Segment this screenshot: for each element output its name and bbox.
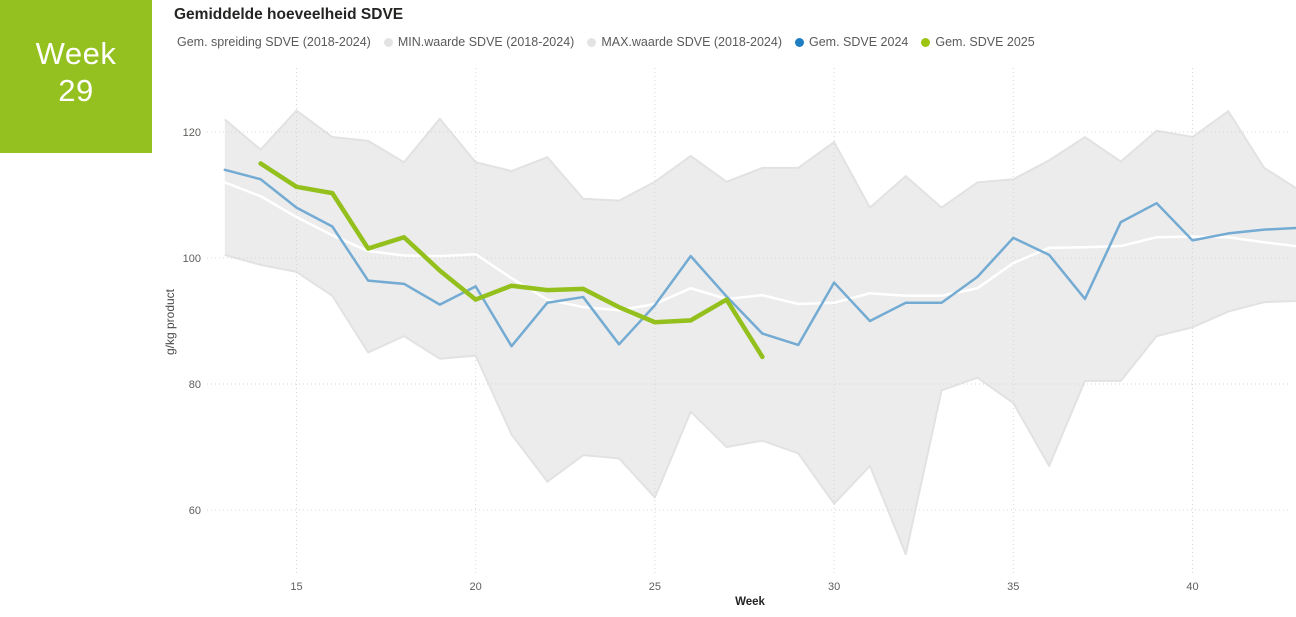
spread-avg-line (224, 181, 1296, 312)
y-tick-label: 100 (183, 253, 201, 265)
legend-dot-icon (383, 37, 393, 47)
x-tick-label: 25 (649, 581, 661, 593)
legend-dot-icon (163, 37, 172, 47)
legend-item-mean2024[interactable]: Gem. SDVE 2024 (795, 35, 908, 49)
legend-dot-icon (587, 37, 597, 47)
y-tick-label: 60 (189, 505, 201, 517)
legend-item-label: Gem. spreiding SDVE (2018-2024) (177, 35, 371, 49)
legend-item-min[interactable]: MIN.waarde SDVE (2018-2024) (383, 35, 575, 49)
week-badge: Week 29 (0, 0, 152, 153)
legend-dot-icon (795, 37, 804, 47)
y-tick-label: 80 (189, 379, 201, 391)
line-2024 (223, 168, 1296, 348)
legend-item-spread[interactable]: Gem. spreiding SDVE (2018-2024) (163, 35, 371, 49)
y-axis-title: g/kg product (163, 288, 177, 356)
x-tick-label: 30 (828, 581, 840, 593)
badge-week-number: 29 (58, 72, 94, 108)
legend: Gem. spreiding SDVE (2018-2024) MIN.waard… (163, 35, 1035, 49)
legend-item-mean2025[interactable]: Gem. SDVE 2025 (921, 35, 1035, 49)
line-2025 (258, 161, 765, 360)
legend-item-label: MIN.waarde SDVE (2018-2024) (397, 35, 575, 49)
max-line (224, 109, 1296, 209)
x-tick-label: 15 (290, 581, 302, 593)
x-axis-title: Week (735, 596, 765, 608)
y-tick-label: 120 (183, 127, 201, 139)
x-tick-label: 20 (470, 581, 482, 593)
x-tick-label: 35 (1007, 581, 1019, 593)
legend-item-label: Gem. SDVE 2024 (809, 35, 909, 49)
chart-title: Gemiddelde hoeveelheid SDVE (174, 6, 404, 23)
min-line (224, 253, 1296, 556)
legend-item-max[interactable]: MAX.waarde SDVE (2018-2024) (587, 35, 782, 49)
legend-item-label: Gem. SDVE 2025 (935, 35, 1035, 49)
legend-item-label: MAX.waarde SDVE (2018-2024) (601, 35, 782, 49)
badge-week-label: Week (35, 35, 117, 71)
x-tick-label: 40 (1186, 581, 1198, 593)
legend-dot-icon (921, 37, 931, 47)
